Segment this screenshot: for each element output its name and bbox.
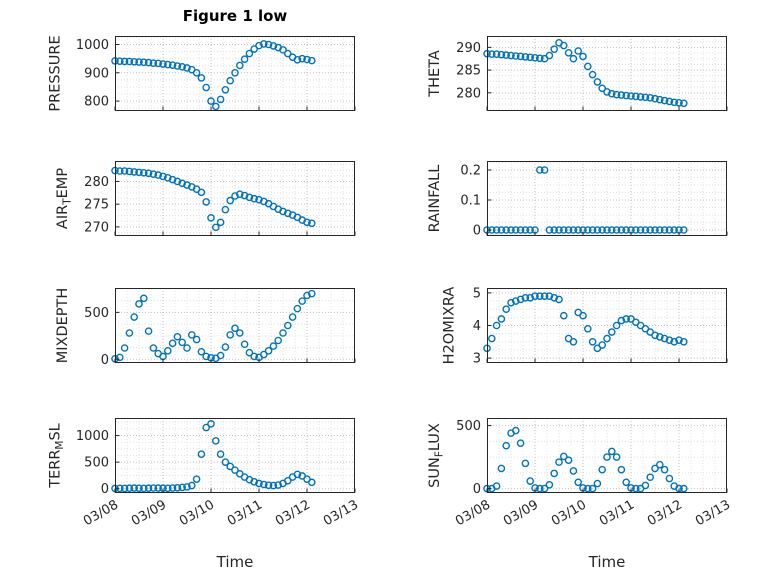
sun-flux-plot: 0 500 03/08 03/09 03/10 03/11 03/12 03/13 SUNFLU…	[427, 418, 733, 529]
svg-text:PRESSURE: PRESSURE	[47, 35, 63, 111]
subplot-theta: 280 285 290 THETA	[427, 36, 728, 111]
subplot-h2omixra: 3 4 5 H2OMIXRA	[442, 286, 728, 367]
svg-text:03/13: 03/13	[693, 497, 733, 529]
svg-text:03/12: 03/12	[645, 497, 685, 529]
subplot-sun-flux: 0 500 03/08 03/09 03/10 03/11 03/12 03/13 SUNFLU…	[427, 418, 733, 529]
x-axis-label-right: Time	[588, 553, 626, 571]
svg-text:RAINFALL: RAINFALL	[427, 165, 443, 233]
air-temp-plot: 270 275 280 AIRTEMP	[55, 161, 356, 236]
svg-text:0: 0	[473, 224, 481, 239]
svg-text:0: 0	[101, 353, 109, 368]
subplot-terr-msl: 0 500 1000 03/08 03/09 03/10 03/11 03/12 03/13 TE…	[47, 418, 361, 529]
svg-text:03/10: 03/10	[177, 497, 217, 529]
svg-text:03/12: 03/12	[273, 497, 313, 529]
svg-text:280: 280	[456, 86, 481, 101]
svg-text:03/10: 03/10	[549, 497, 589, 529]
svg-text:285: 285	[456, 64, 481, 79]
figure-title: Figure 1 low	[182, 7, 288, 25]
svg-text:500: 500	[84, 456, 109, 471]
svg-text:0: 0	[473, 482, 481, 497]
svg-text:03/11: 03/11	[597, 497, 637, 529]
rainfall-plot: 0 0.1 0.2 RAINFALL	[427, 161, 728, 239]
svg-text:275: 275	[84, 198, 109, 213]
svg-text:03/08: 03/08	[81, 497, 121, 529]
h2omixra-plot: 3 4 5 H2OMIXRA	[442, 286, 728, 367]
svg-text:500: 500	[84, 306, 109, 321]
subplot-rainfall: 0 0.1 0.2 RAINFALL	[427, 161, 728, 239]
svg-text:0: 0	[101, 482, 109, 497]
svg-text:03/11: 03/11	[225, 497, 265, 529]
svg-text:4: 4	[473, 319, 481, 334]
subplot-mixdepth: 0 500 MIXDEPTH	[55, 288, 356, 368]
terr-msl-plot: 0 500 1000 03/08 03/09 03/10 03/11 03/12 03/13 TE…	[47, 418, 361, 529]
svg-text:H2OMIXRA: H2OMIXRA	[442, 287, 458, 365]
svg-text:290: 290	[456, 41, 481, 56]
svg-text:3: 3	[473, 352, 481, 367]
subplot-air-temp: 270 275 280 AIRTEMP	[55, 161, 356, 236]
svg-text:1000: 1000	[76, 429, 109, 444]
svg-text:0.1: 0.1	[460, 194, 481, 209]
svg-text:AIRTEMP: AIRTEMP	[55, 168, 74, 229]
svg-text:900: 900	[84, 66, 109, 81]
svg-text:280: 280	[84, 175, 109, 190]
svg-text:SUNFLUX: SUNFLUX	[427, 423, 446, 488]
svg-text:1000: 1000	[76, 38, 109, 53]
svg-text:800: 800	[84, 95, 109, 110]
svg-text:MIXDEPTH: MIXDEPTH	[55, 288, 71, 364]
svg-text:500: 500	[456, 419, 481, 434]
svg-text:03/09: 03/09	[501, 497, 541, 529]
svg-text:TERRMSL: TERRMSL	[47, 423, 66, 489]
subplot-pressure: 800 900 1000 PRESSURE	[47, 35, 356, 112]
svg-text:03/08: 03/08	[453, 497, 493, 529]
svg-text:THETA: THETA	[427, 50, 443, 98]
svg-text:03/09: 03/09	[129, 497, 169, 529]
svg-text:270: 270	[84, 220, 109, 235]
svg-text:03/13: 03/13	[321, 497, 361, 529]
svg-text:5: 5	[473, 286, 481, 301]
svg-text:0.2: 0.2	[460, 164, 481, 179]
x-axis-label-left: Time	[216, 553, 254, 571]
pressure-plot: 800 900 1000 PRESSURE	[47, 35, 356, 112]
theta-plot: 280 285 290 THETA	[427, 36, 728, 111]
mixdepth-plot: 0 500 MIXDEPTH	[55, 288, 356, 368]
